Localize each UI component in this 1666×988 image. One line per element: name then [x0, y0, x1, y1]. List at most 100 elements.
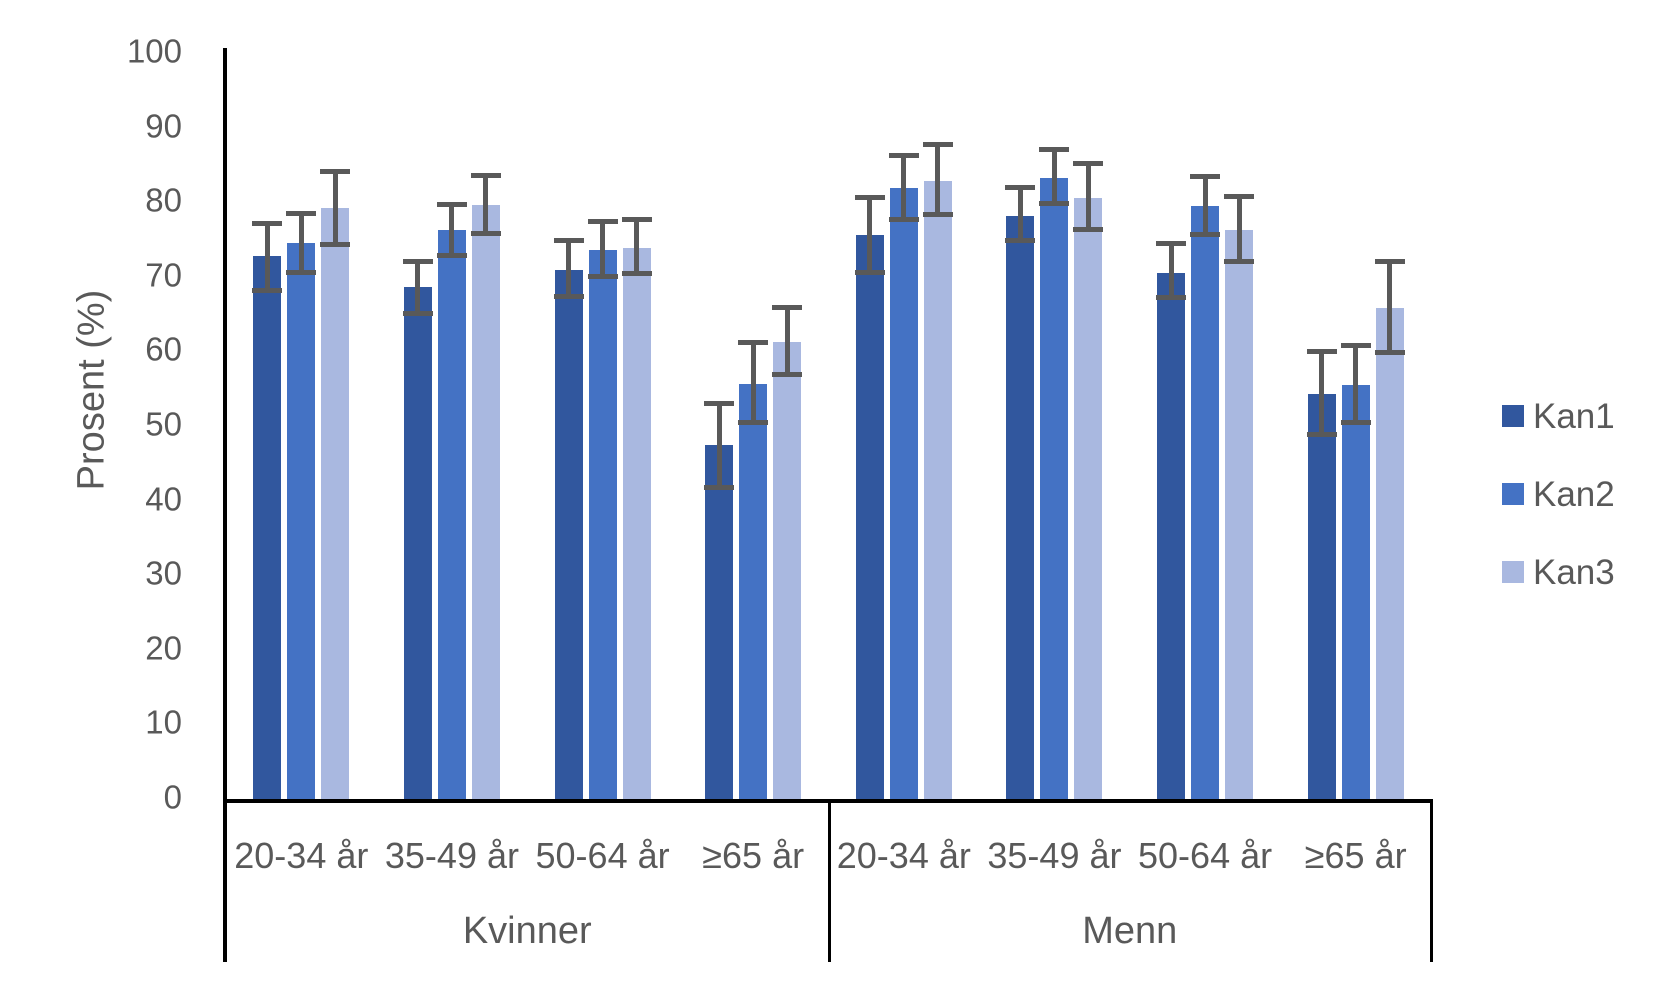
error-bar — [1306, 348, 1337, 438]
legend-swatch-kan3 — [1502, 561, 1524, 583]
error-bar — [1073, 161, 1104, 233]
y-tick-label: 50 — [145, 405, 182, 443]
error-bar-cap-bottom — [738, 420, 769, 426]
error-bar-stem — [1085, 161, 1091, 233]
error-bar-stem — [716, 400, 722, 490]
error-bar-cap-bottom — [252, 288, 283, 294]
error-bar — [1224, 194, 1255, 265]
category-divider — [827, 803, 831, 962]
legend-swatch-kan1 — [1502, 405, 1524, 427]
error-bar — [252, 221, 283, 294]
bar-kan1-menn-0 — [855, 234, 884, 799]
y-tick-label: 10 — [145, 703, 182, 741]
error-bar-cap-top — [252, 221, 283, 227]
error-bar-stem — [1319, 348, 1325, 438]
error-bar-cap-top — [436, 201, 467, 207]
error-bar-cap-top — [772, 304, 803, 310]
error-bar-cap-bottom — [1306, 432, 1337, 438]
error-bar-cap-top — [1073, 161, 1104, 167]
bar-kan1-kvinner-2 — [554, 269, 583, 799]
x-category-label: 50-64 år — [1138, 835, 1273, 876]
error-bar — [621, 216, 652, 277]
error-bar-cap-bottom — [1224, 259, 1255, 265]
bar-kan2-kvinner-3 — [739, 384, 768, 799]
bar-kan2-menn-3 — [1341, 385, 1370, 799]
y-tick-label: 20 — [145, 629, 182, 667]
error-bar — [1190, 174, 1221, 237]
bar-kan2-kvinner-1 — [437, 230, 466, 799]
legend-item-kan2: Kan2 — [1502, 477, 1615, 512]
error-bar-cap-bottom — [1156, 295, 1187, 301]
y-axis-line — [223, 48, 227, 962]
bar-kan3-kvinner-1 — [471, 204, 500, 799]
error-bar-cap-top — [402, 259, 433, 265]
error-bar — [470, 172, 501, 236]
error-bar-cap-bottom — [1039, 201, 1070, 207]
x-group-label: Kvinner — [462, 909, 592, 952]
bar-kan2-kvinner-2 — [588, 250, 617, 799]
y-tick-label: 60 — [145, 330, 182, 368]
bar-kan1-menn-1 — [1006, 215, 1035, 799]
error-bar — [888, 153, 919, 222]
error-bar — [1340, 342, 1371, 426]
error-bar-cap-top — [1224, 194, 1255, 200]
bar-kan3-kvinner-0 — [321, 208, 350, 799]
error-bar-cap-bottom — [553, 293, 584, 299]
error-bar-stem — [449, 201, 455, 259]
legend-label: Kan2 — [1533, 474, 1615, 514]
legend-swatch-kan2 — [1502, 483, 1524, 505]
error-bar-stem — [1387, 259, 1393, 356]
bar-kan3-menn-2 — [1225, 230, 1254, 799]
bar-kan3-kvinner-3 — [773, 341, 802, 799]
y-tick-label: 70 — [145, 256, 182, 294]
y-tick-label: 30 — [145, 554, 182, 592]
error-bar-cap-bottom — [402, 310, 433, 316]
error-bar-cap-bottom — [854, 269, 885, 275]
bar-kan1-kvinner-3 — [705, 444, 734, 799]
x-axis-line — [223, 799, 1433, 803]
y-tick-label: 90 — [145, 107, 182, 145]
error-bar-cap-top — [553, 237, 584, 243]
error-bar-cap-top — [854, 194, 885, 200]
error-bar-cap-bottom — [436, 253, 467, 259]
x-category-label: ≥65 år — [702, 835, 805, 876]
bar-kan3-menn-0 — [923, 180, 952, 799]
error-bar-stem — [566, 237, 572, 299]
error-bar — [1156, 241, 1187, 301]
bar-kan1-menn-3 — [1307, 394, 1336, 799]
error-bar-cap-top — [621, 216, 652, 222]
error-bar-stem — [634, 216, 640, 277]
error-bar — [772, 304, 803, 377]
bar-kan3-menn-3 — [1375, 308, 1404, 799]
error-bar-cap-bottom — [286, 269, 317, 275]
error-bar-stem — [332, 168, 338, 248]
y-tick-label: 80 — [145, 181, 182, 219]
error-bar-stem — [264, 221, 270, 294]
x-category-label: 35-49 år — [384, 835, 519, 876]
error-bar-stem — [1353, 342, 1359, 426]
bar-kan3-kvinner-2 — [622, 247, 651, 799]
error-bar — [854, 194, 885, 275]
error-bar — [320, 168, 351, 248]
error-bar-stem — [935, 142, 941, 218]
legend-label: Kan1 — [1533, 396, 1615, 436]
legend-item-kan3: Kan3 — [1502, 555, 1615, 590]
error-bar — [286, 210, 317, 275]
x-category-label: ≥65 år — [1304, 835, 1407, 876]
bar-kan2-kvinner-0 — [287, 242, 316, 799]
error-bar-cap-top — [286, 210, 317, 216]
error-bar-cap-bottom — [1340, 420, 1371, 426]
error-bar-cap-top — [470, 172, 501, 178]
x-category-label: 20-34 år — [836, 835, 971, 876]
y-tick-label: 40 — [145, 480, 182, 518]
error-bar-stem — [1202, 174, 1208, 237]
error-bar — [553, 237, 584, 299]
error-bar — [704, 400, 735, 490]
error-bar — [436, 201, 467, 259]
error-bar — [1374, 259, 1405, 356]
error-bar-cap-top — [1306, 348, 1337, 354]
x-category-label: 35-49 år — [987, 835, 1122, 876]
error-bar-cap-bottom — [320, 242, 351, 248]
error-bar-stem — [867, 194, 873, 275]
